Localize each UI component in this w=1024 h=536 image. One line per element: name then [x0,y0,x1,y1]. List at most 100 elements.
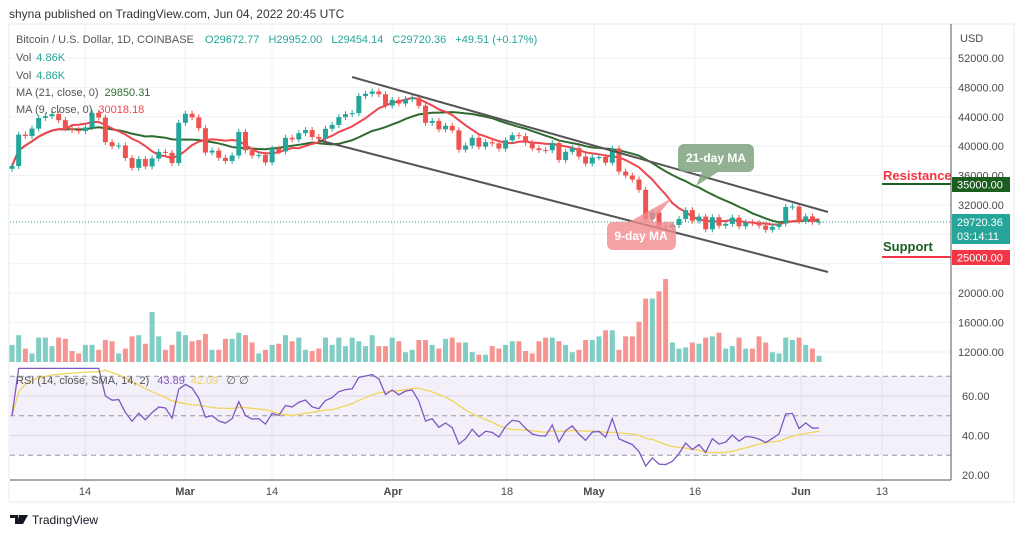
candle-body [789,206,795,208]
volume-bar [336,337,342,362]
volume-bar [149,311,155,362]
volume-bar [69,351,75,362]
candle-body [162,151,168,153]
volume-bar [589,340,595,362]
volume-bar [423,340,429,362]
candle-body [62,120,68,129]
volume-bar [89,344,95,362]
volume-bar [409,349,415,362]
lower-trendline[interactable] [317,139,829,273]
candle-body [529,142,535,149]
upper-trendline[interactable] [351,76,829,213]
volume-bar [509,341,515,362]
volume-bar [623,336,629,362]
rsi-line [11,367,820,468]
volume-bar [769,352,775,362]
rsi-axis[interactable]: 60.00 40.00 20.00 [962,391,990,482]
candle-body [483,142,489,147]
volume-bar [282,335,288,362]
volume-bar [763,342,769,362]
candle-body [736,217,742,227]
volume-bar [583,340,589,362]
volume-bar [536,341,542,362]
candle-body [476,137,482,147]
volume-bar [729,346,735,362]
volume-bar [36,337,42,362]
volume-bar [102,340,108,362]
candle-body [329,124,335,129]
svg-text:29720.36: 29720.36 [957,217,1003,229]
candle-body [216,150,222,158]
volume-bar [576,349,582,362]
volume-bar [429,344,435,362]
ma9-callout[interactable]: 9-day MA [607,198,676,250]
tradingview-logo[interactable]: TradingView [10,513,98,527]
volume-bar [222,338,228,362]
candle-body [29,128,35,137]
svg-text:35000.00: 35000.00 [957,180,1003,192]
volume-bar [756,336,762,362]
rsi-sma-line [11,369,820,454]
resistance-price-tag: 35000.00 [952,177,1010,192]
candle-body [196,117,202,129]
volume-bar [563,344,569,362]
volume-bar [136,335,142,362]
candle-body [596,157,602,159]
candle-body [769,226,775,230]
volume-bar [262,349,268,362]
candle-body [369,91,375,94]
candle-body [563,151,569,161]
time-axis[interactable]: 14 Mar 14 Apr 18 May 16 Jun 13 [79,486,888,498]
candle-body [776,223,782,227]
volume-bar [676,348,682,362]
candle-body [309,130,315,137]
candle-body [729,217,735,224]
volume-bar [743,348,749,362]
volume-bar [523,351,529,362]
ma21-callout[interactable]: 21-day MA [678,144,754,186]
candle-body [816,221,822,223]
candle-body [102,117,108,143]
candle-body [463,145,469,150]
volume-bar [316,348,322,362]
volume-bar [389,337,395,362]
candle-body [416,97,422,106]
volume-bar [42,337,48,362]
volume-bar [616,349,622,362]
volume-bar [723,348,729,362]
candle-body [469,137,475,146]
tradingview-logo-icon [10,515,28,524]
candle-body [16,134,22,167]
volume-bar [369,335,375,362]
volume-bar [609,330,615,362]
brand-name: TradingView [32,513,98,527]
candle-body [656,212,662,227]
volume-bar [443,338,449,362]
candle-body [449,125,455,131]
candle-body [156,151,162,159]
volume-bar [276,343,282,362]
time-tick-label: 13 [876,486,888,498]
legend-line: Bitcoin / U.S. Dollar, 1D, COINBASE O296… [16,34,537,46]
candle-body [743,222,749,227]
volume-bar [549,337,555,362]
current-price-tag: 29720.36 03:14:11 [952,214,1010,244]
candle-body [396,99,402,104]
candle-body [489,142,495,144]
rsi-lines [11,367,820,468]
volume-bar [403,352,409,362]
candle-body [202,128,208,153]
candle-body [222,157,228,161]
price-tick-label: 48000.00 [958,82,1004,94]
volume-bar [416,340,422,362]
volume-bar [716,332,722,362]
high-value: H29952.00 [268,34,322,46]
volume-bar [683,347,689,362]
candle-body [689,210,695,221]
volume-bar [569,352,575,362]
volume-bar [809,348,815,362]
candle-body [242,131,248,151]
candle-body [189,113,195,118]
candle-body [383,94,389,106]
